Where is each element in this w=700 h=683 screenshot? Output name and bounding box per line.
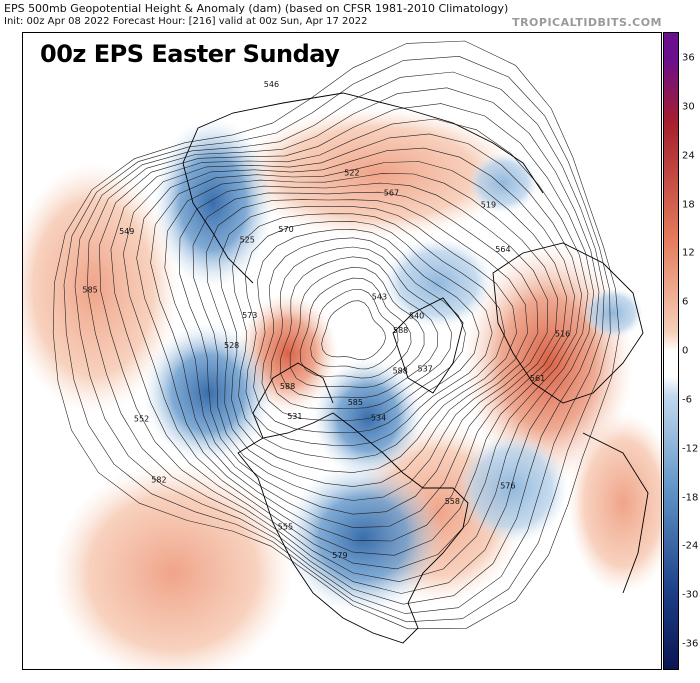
colorbar-tick-label: -6 (682, 394, 692, 406)
height-contour-line (122, 133, 583, 570)
east-asia-coast (182, 127, 254, 284)
contour-labels: 588 588 585 588 573 570 567 564 561 558 555 552 549 5… (82, 80, 570, 560)
colorbar-tick-label: 36 (682, 52, 695, 64)
height-contour-line (289, 266, 425, 388)
colorbar-tick-label: 24 (682, 150, 695, 162)
asia-coast (197, 92, 544, 194)
overlay-caption: 00z EPS Easter Sunday (40, 40, 340, 68)
map-panel: 588 588 585 588 573 570 567 564 561 558 555 552 549 5… (22, 32, 662, 670)
contour-label: 537 (418, 364, 433, 373)
height-contour-line (232, 213, 506, 460)
north-america-coast (237, 412, 469, 644)
contour-label: 561 (530, 374, 545, 383)
negative-anomaly-pacific (143, 323, 273, 463)
height-contour-line (310, 289, 399, 370)
negative-anomaly-us (283, 463, 443, 613)
height-contour-line (279, 256, 439, 398)
colorbar-tick-label: 30 (682, 101, 695, 113)
height-contour-line (261, 237, 466, 421)
contour-label: 588 (393, 366, 408, 375)
negative-anomaly-siberia (153, 118, 273, 288)
contour-label: 555 (278, 522, 293, 531)
contour-label: 570 (278, 225, 293, 234)
positive-anomaly-southeast (568, 413, 661, 593)
height-contour-line (63, 55, 611, 623)
colorbar-tick-label: 12 (682, 247, 695, 259)
colorbar-tick-label: -36 (682, 638, 699, 650)
height-contour-line (270, 246, 452, 409)
negative-anomaly-scandinavia (468, 153, 538, 213)
height-contour-line (136, 147, 575, 556)
contour-label: 567 (384, 189, 399, 198)
height-contour-line (99, 103, 595, 594)
contour-label: 540 (409, 312, 424, 321)
colorbar-tick-label: 0 (682, 345, 689, 357)
alaska-coast (252, 362, 334, 439)
africa-coast (582, 432, 649, 594)
colorbar-tick-label: -30 (682, 589, 699, 601)
contour-label: 522 (344, 169, 359, 178)
anomaly-colorbar (663, 32, 679, 670)
contour-label: 588 (393, 326, 408, 335)
height-contour-line (178, 182, 549, 515)
contour-label: 558 (445, 497, 460, 506)
colorbar-tick-label: -12 (682, 443, 699, 455)
colorbar-tick-label: 6 (682, 296, 689, 308)
map-title: EPS 500mb Geopotential Height & Anomaly … (4, 2, 509, 15)
height-contour-line (219, 206, 517, 473)
negative-anomaly-canada (313, 358, 423, 478)
colorbar-tick-label: -18 (682, 492, 699, 503)
contour-label: 576 (500, 481, 515, 490)
europe-coast (492, 242, 644, 404)
contour-label: 543 (372, 292, 387, 301)
contour-label: 528 (224, 341, 239, 350)
height-contour-line (321, 300, 386, 361)
height-contour-line (52, 40, 620, 630)
height-contour-line (74, 71, 605, 614)
brand-watermark: TROPICALTIDBITS.COM (512, 16, 662, 29)
anomaly-shading (23, 108, 661, 669)
contour-label: 564 (495, 245, 510, 254)
height-contour-line (164, 172, 559, 528)
height-contour-line (299, 277, 412, 379)
map-subtitle: Init: 00z Apr 08 2022 Forecast Hour: [21… (4, 16, 368, 27)
contour-label: 534 (371, 414, 386, 423)
contour-label: 588 (280, 382, 295, 391)
positive-anomaly-southwest (53, 463, 293, 669)
height-contour-line (150, 161, 568, 542)
contour-label: 516 (555, 329, 570, 338)
contour-label: 549 (119, 227, 134, 236)
contour-label: 552 (134, 414, 149, 423)
greenland-coast (392, 297, 464, 394)
contour-label: 573 (242, 311, 257, 320)
contour-label: 519 (481, 200, 496, 209)
height-contour-line (192, 191, 539, 501)
contour-label: 579 (332, 551, 347, 560)
contour-label: 546 (264, 80, 279, 89)
colorbar-tick-label: 18 (682, 199, 695, 210)
height-contours (52, 40, 620, 630)
contour-label: 525 (240, 236, 255, 245)
colorbar-tick-label: -24 (682, 540, 699, 552)
coastlines (182, 92, 649, 644)
contour-label: 585 (82, 285, 97, 294)
height-contour-line (253, 228, 480, 434)
height-contour-line (110, 118, 589, 583)
height-contour-line (86, 87, 600, 605)
anomaly-map: 588 588 585 588 573 570 567 564 561 558 555 552 549 5… (23, 40, 661, 669)
height-contour-line (244, 220, 493, 446)
negative-anomaly-greenland (383, 238, 493, 328)
contour-label: 582 (151, 476, 166, 485)
contour-label: 585 (348, 398, 363, 407)
positive-anomaly-arctic (238, 108, 518, 238)
height-contour-line (205, 199, 528, 487)
contour-label: 531 (287, 412, 302, 421)
